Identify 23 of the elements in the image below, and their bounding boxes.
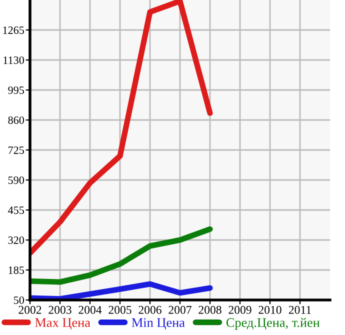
x-tick-label: 2005 [108, 306, 132, 314]
x-tick-label: 2002 [18, 306, 42, 314]
y-tick-label: 455 [8, 206, 24, 214]
y-tick-label: 1130 [4, 56, 24, 64]
x-tick-label: 2003 [48, 306, 72, 314]
x-tick-label: 2008 [198, 306, 222, 314]
x-tick-label: 2011 [288, 306, 311, 314]
y-tick-label: 725 [8, 146, 24, 154]
x-tick-label: 2004 [78, 306, 102, 314]
legend-label: Max Цена [35, 318, 90, 330]
y-tick-label: 590 [8, 176, 24, 184]
y-tick-label: 320 [8, 236, 24, 244]
x-tick-label: 2009 [228, 306, 252, 314]
x-tick-label: 2007 [168, 306, 192, 314]
y-tick-label: 185 [8, 266, 24, 274]
x-tick-label: 2006 [138, 306, 162, 314]
y-tick-label: 50 [14, 296, 24, 304]
y-tick-label: 995 [8, 86, 24, 94]
y-tick-label: 860 [8, 116, 24, 124]
legend-label: Min Цена [132, 318, 185, 330]
legend-label: Сред.Цена, т.йен [226, 318, 320, 330]
y-tick-label: 1265 [3, 26, 24, 34]
x-tick-label: 2010 [258, 306, 282, 314]
